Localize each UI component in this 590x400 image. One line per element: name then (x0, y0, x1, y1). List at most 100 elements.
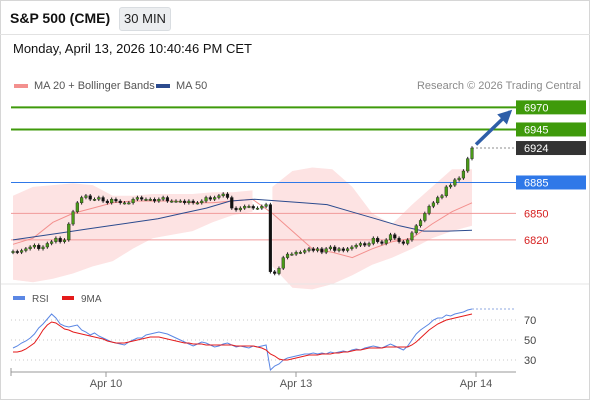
candle-body (273, 271, 277, 274)
candle-body (45, 243, 49, 248)
candle-body (234, 207, 238, 211)
level-box-6885 (516, 175, 586, 190)
rsi-ma9-line (13, 313, 473, 361)
level-label-6820: 6820 (524, 235, 548, 247)
candle-body (294, 252, 298, 255)
candle-body (423, 213, 427, 221)
rsi-legend-swatch (13, 296, 25, 300)
candle-body (208, 197, 212, 200)
candle-body (401, 241, 405, 244)
rsi-legend-label: RSI (32, 294, 49, 305)
candle-body (221, 193, 225, 196)
candle-body (67, 223, 71, 241)
candle-body (461, 170, 466, 179)
candle-body (285, 253, 290, 258)
candle-body (466, 158, 470, 172)
candle-body (152, 199, 157, 202)
candle-body (431, 202, 435, 207)
candle-body (397, 237, 401, 242)
candle-body (178, 200, 182, 203)
candle-body (92, 199, 97, 201)
candle-body (371, 237, 375, 244)
candle-body (170, 200, 174, 203)
candle-body (50, 241, 54, 244)
bollinger-band-2 (272, 167, 472, 290)
candle-body (230, 197, 234, 209)
candle-body (191, 200, 195, 204)
candle-body (457, 177, 461, 181)
candle-body (88, 195, 92, 200)
credit-text: Research © 2026 Trading Central (416, 80, 581, 92)
candle-body (110, 199, 114, 204)
candle-body (165, 197, 170, 202)
ma50-line (12, 198, 473, 241)
x-tick-label: Apr 10 (90, 378, 122, 390)
level-label-6970: 6970 (524, 102, 548, 114)
candle-body (225, 193, 230, 198)
candle-body (174, 200, 178, 203)
candle-body (28, 246, 32, 249)
level-box-6970 (516, 100, 586, 115)
level-label-6885: 6885 (524, 177, 548, 189)
candle-body (337, 248, 341, 251)
candle-body (311, 248, 315, 251)
candle-body (410, 232, 414, 241)
rsi-tick-50: 50 (524, 335, 536, 347)
candle-body (406, 239, 410, 244)
ma20-swatch (14, 84, 28, 88)
candle-body (37, 245, 41, 249)
legend-ma50-label: MA 50 (176, 80, 208, 92)
candle-body (114, 199, 118, 202)
candle-body (388, 234, 393, 241)
candle-body (161, 197, 165, 200)
candle-body (24, 248, 28, 251)
candle-body (363, 243, 367, 246)
candle-body (384, 239, 388, 244)
instrument-title: S&P 500 (CME) (10, 10, 111, 26)
rsi-tick-30: 30 (524, 355, 536, 367)
candle-body (217, 195, 221, 198)
timeframe-button[interactable]: 30 MIN (119, 7, 171, 31)
candle-body (324, 248, 328, 253)
candle-body (97, 197, 101, 200)
candle-body (333, 246, 337, 251)
candle-body (307, 248, 311, 251)
candle-body (281, 257, 285, 269)
candle-body (122, 202, 127, 205)
candle-body (303, 250, 307, 253)
candle-body (453, 179, 457, 186)
candle-body (127, 202, 131, 205)
ma50-swatch (156, 84, 170, 88)
candle-body (264, 204, 268, 207)
level-label-6850: 6850 (524, 208, 548, 220)
candle-body (19, 250, 24, 253)
candle-body (148, 199, 152, 201)
candle-body (101, 197, 105, 202)
candle-body (32, 245, 37, 248)
candle-body (440, 195, 444, 198)
candle-body (315, 248, 320, 251)
candle-body (11, 251, 15, 253)
level-box-6924 (516, 141, 586, 156)
candle-body (183, 200, 187, 204)
rsi-tick-70: 70 (524, 315, 536, 327)
candle-body (118, 200, 122, 204)
candle-body (213, 197, 217, 200)
candle-body (350, 246, 354, 249)
candle-body (58, 237, 62, 242)
level-label-6945: 6945 (524, 124, 548, 136)
header-divider (0, 34, 590, 35)
candle-body (367, 243, 371, 246)
candle-body (320, 248, 324, 253)
candle-body (105, 200, 109, 204)
candle-body (41, 246, 45, 249)
candle-body (71, 211, 75, 225)
candle-body (131, 199, 135, 204)
candle-body (290, 253, 294, 256)
candle-body (195, 202, 200, 205)
candle-body (243, 206, 247, 209)
legend-ma20-label: MA 20 + Bollinger Bands (34, 80, 155, 92)
candle-body (328, 246, 333, 249)
candle-body (157, 199, 161, 202)
